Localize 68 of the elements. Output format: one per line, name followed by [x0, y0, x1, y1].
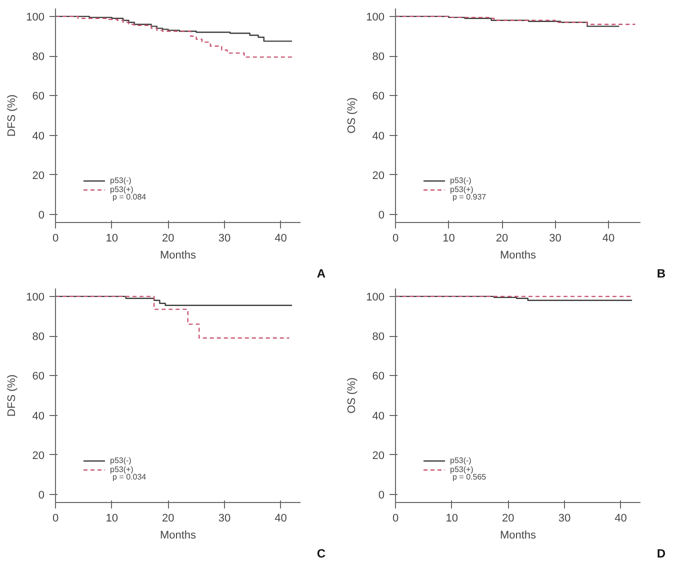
legend-label: p53(-) — [450, 456, 472, 465]
x-tick-label: 10 — [446, 512, 458, 524]
legend-label: p53(+) — [110, 185, 134, 194]
x-tick-label: 20 — [496, 232, 508, 244]
x-tick-label: 0 — [392, 232, 399, 244]
y-tick-label: 80 — [372, 331, 385, 344]
y-axis-title: DFS (%) — [6, 374, 18, 417]
x-tick-label: 30 — [558, 512, 571, 524]
y-tick-label: 40 — [32, 410, 45, 422]
legend-label: p53(+) — [450, 465, 474, 474]
x-tick-label: 10 — [442, 232, 455, 244]
annotation: p = 0.084 — [112, 192, 147, 202]
x-axis-title: Months — [500, 250, 537, 262]
annotation: p = 0.565 — [452, 472, 487, 482]
legend-label: p53(-) — [110, 176, 132, 185]
x-tick-label: 0 — [392, 512, 399, 524]
x-axis-title: Months — [160, 250, 197, 262]
y-tick-label: 20 — [32, 170, 45, 182]
legend-label: p53(-) — [450, 176, 472, 185]
y-axis-title: OS (%) — [346, 97, 358, 134]
y-tick-label: 60 — [32, 90, 45, 103]
y-tick-label: 60 — [372, 370, 385, 383]
legend-label: p53(+) — [110, 465, 134, 474]
x-tick-label: 20 — [502, 512, 514, 524]
y-tick-label: 40 — [372, 130, 385, 142]
x-tick-label: 30 — [218, 512, 231, 524]
legend-label: p53(-) — [110, 456, 132, 465]
y-tick-label: 40 — [32, 130, 45, 142]
x-tick-label: 20 — [162, 232, 174, 244]
y-tick-label: 0 — [38, 490, 45, 502]
y-tick-label: 0 — [378, 490, 385, 502]
x-tick-label: 40 — [602, 232, 615, 244]
x-axis-title: Months — [500, 530, 537, 542]
x-tick-label: 10 — [106, 232, 118, 244]
text: D — [656, 546, 666, 560]
y-tick-label: 20 — [372, 170, 385, 182]
x-tick-label: 40 — [274, 232, 287, 244]
y-tick-label: 100 — [26, 11, 45, 24]
text: A — [316, 266, 326, 280]
y-tick-label: 20 — [372, 450, 385, 462]
x-tick-label: 30 — [218, 232, 231, 244]
x-tick-label: 10 — [106, 512, 118, 524]
y-axis-title: OS (%) — [346, 377, 358, 414]
y-tick-label: 80 — [32, 51, 45, 64]
x-tick-label: 40 — [274, 512, 287, 524]
y-tick-label: 40 — [372, 410, 385, 422]
x-axis-title: Months — [160, 530, 197, 542]
annotation: p = 0.034 — [112, 472, 147, 482]
y-tick-label: 100 — [366, 291, 385, 304]
x-tick-label: 0 — [52, 232, 59, 244]
x-tick-label: 0 — [52, 512, 59, 524]
y-axis-title: DFS (%) — [6, 94, 18, 137]
y-tick-label: 0 — [38, 210, 45, 222]
y-tick-label: 80 — [372, 51, 385, 64]
x-tick-label: 40 — [614, 512, 627, 524]
annotation: p = 0.937 — [452, 192, 487, 202]
x-tick-label: 20 — [162, 512, 174, 524]
y-tick-label: 60 — [32, 370, 45, 383]
x-tick-label: 30 — [549, 232, 562, 244]
text: C — [316, 546, 326, 560]
y-tick-label: 80 — [32, 331, 45, 344]
y-tick-label: 0 — [378, 210, 385, 222]
y-tick-label: 20 — [32, 450, 45, 462]
text: B — [656, 266, 666, 280]
y-tick-label: 100 — [366, 11, 385, 24]
y-tick-label: 100 — [26, 291, 45, 304]
y-tick-label: 60 — [372, 90, 385, 103]
legend-label: p53(+) — [450, 185, 474, 194]
